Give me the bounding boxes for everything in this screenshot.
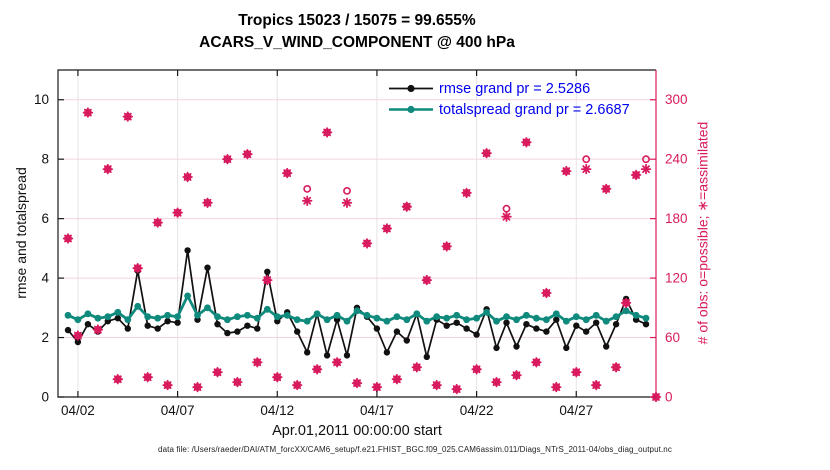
rmse-legend-marker-icon: [389, 84, 433, 93]
svg-text:0: 0: [665, 390, 673, 405]
svg-text:6: 6: [41, 211, 49, 226]
svg-text:300: 300: [665, 92, 688, 107]
svg-text:04/22: 04/22: [460, 403, 494, 418]
svg-text:04/17: 04/17: [360, 403, 394, 418]
svg-text:180: 180: [665, 211, 688, 226]
svg-text:8: 8: [41, 152, 49, 167]
svg-text:04/27: 04/27: [559, 403, 593, 418]
legend: rmse grand pr = 2.5286 totalspread grand…: [388, 79, 630, 119]
svg-text:04/07: 04/07: [161, 403, 195, 418]
totalspread-legend-marker-icon: [389, 105, 433, 114]
axis-ticks: [58, 70, 656, 398]
svg-text:4: 4: [41, 271, 49, 286]
totalspread-series: [64, 292, 650, 325]
tick-labels: 04/02 04/07 04/12 04/17 04/22 04/27 0 2 4 6 8 10 0 60…: [34, 92, 688, 418]
svg-text:120: 120: [665, 271, 688, 286]
rmse-series: [64, 247, 650, 361]
chart-title-line2: ACARS_V_WIND_COMPONENT @ 400 hPa: [199, 34, 515, 51]
svg-text:04/12: 04/12: [260, 403, 294, 418]
x-axis-label: Apr.01,2011 00:00:00 start: [272, 423, 442, 439]
legend-label-rmse: rmse grand pr = 2.5286: [439, 80, 591, 97]
axis-frame: [57, 69, 657, 398]
legend-row-rmse: rmse grand pr = 2.5286: [388, 79, 630, 98]
svg-text:0: 0: [41, 390, 49, 405]
data-file-path: data file: /Users/raeder/DAI/ATM_forcXX/…: [158, 445, 672, 454]
legend-label-totalspread: totalspread grand pr = 2.6687: [439, 101, 630, 118]
svg-text:04/02: 04/02: [61, 403, 95, 418]
svg-text:2: 2: [41, 330, 49, 345]
svg-text:10: 10: [34, 92, 49, 107]
legend-row-totalspread: totalspread grand pr = 2.6687: [388, 100, 630, 119]
svg-text:60: 60: [665, 330, 680, 345]
obs-count-series: [62, 107, 662, 403]
chart-title-block: Tropics 15023 / 15075 = 99.655% ACARS_V_…: [58, 10, 656, 54]
svg-text:240: 240: [665, 152, 688, 167]
chart-title-line1: Tropics 15023 / 15075 = 99.655%: [238, 12, 476, 29]
